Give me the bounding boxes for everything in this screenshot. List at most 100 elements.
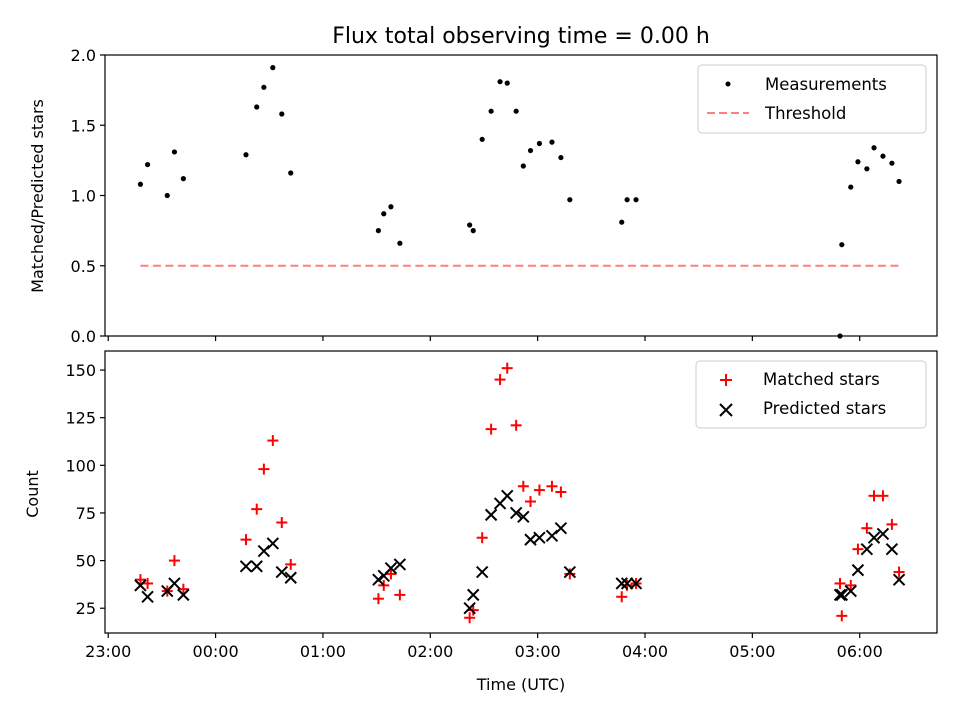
matched-star-point — [385, 568, 397, 580]
predicted-star-point — [509, 506, 523, 520]
legend-measurement-marker-icon — [725, 81, 731, 87]
predicted-star-point — [851, 563, 865, 577]
measurement-point — [397, 240, 403, 246]
predicted-star-point — [284, 571, 297, 584]
measurement-point — [558, 154, 564, 161]
matched-star-point — [564, 568, 576, 580]
measurement-point — [479, 136, 485, 142]
count-legend-box — [695, 360, 927, 429]
measurement-point — [855, 159, 861, 165]
matched-star-point — [168, 555, 180, 567]
measurement-point — [871, 145, 877, 151]
y-tick-label: 0.0 — [71, 327, 96, 346]
predicted-star-point — [168, 577, 181, 590]
matched-star-point — [893, 566, 905, 578]
predicted-star-point — [867, 531, 881, 544]
matched-star-point — [886, 518, 898, 530]
matched-star-point — [134, 574, 146, 586]
predicted-star-point — [266, 537, 280, 550]
x-tick-label: 01:00 — [300, 642, 346, 661]
measurement-point — [243, 152, 249, 158]
matched-star-point — [834, 577, 846, 589]
legend-label-predicted: Predicted stars — [763, 399, 886, 418]
count-plot-area — [134, 362, 906, 624]
ratio-legend-box — [697, 64, 927, 134]
x-tick-label: 03:00 — [515, 642, 561, 661]
matched-star-point — [394, 589, 406, 601]
predicted-star-point — [844, 584, 857, 598]
matched-star-point — [240, 534, 252, 546]
y-tick-label: 1.5 — [71, 116, 96, 135]
matched-star-point — [142, 577, 154, 589]
matched-star-point — [555, 486, 567, 498]
count-panel: 25 50 75 100 125 150 23:00 00:00 01:00 02:00 03:00… — [23, 350, 938, 694]
legend-label-matched: Matched stars — [763, 370, 880, 389]
x-tick-label: 00:00 — [193, 642, 239, 661]
predicted-star-point — [533, 531, 546, 544]
measurement-point — [527, 147, 534, 154]
predicted-star-point — [833, 588, 847, 602]
measurement-point — [488, 108, 494, 114]
predicted-star-point — [463, 602, 476, 615]
measurement-point — [144, 161, 151, 168]
measurement-point — [470, 228, 476, 234]
measurement-point — [889, 160, 895, 166]
x-tick-label: 02:00 — [407, 642, 453, 661]
y-tick-label: 150 — [65, 361, 96, 380]
predicted-star-point — [885, 542, 899, 556]
measurement-point — [375, 228, 381, 234]
ratio-y-axis-label: Matched/Predicted stars — [28, 99, 47, 293]
measurement-point — [567, 197, 573, 203]
predicted-star-point — [134, 579, 147, 592]
predicted-star-point — [384, 562, 398, 575]
measurement-point — [254, 104, 260, 110]
x-tick-label: 04:00 — [622, 642, 668, 661]
measurement-point — [880, 153, 886, 159]
x-tick-label: 05:00 — [729, 642, 775, 661]
y-tick-label: 50 — [76, 552, 96, 571]
predicted-star-point — [501, 489, 514, 503]
matched-star-point — [485, 423, 497, 435]
chart-title: Flux total observing time = 0.00 h — [332, 24, 710, 49]
measurement-point — [171, 149, 178, 155]
matched-star-point — [467, 604, 479, 616]
x-axis-label: Time (UTC) — [476, 675, 565, 694]
predicted-star-point — [860, 542, 874, 556]
measurement-point — [180, 176, 186, 182]
matched-star-point — [476, 532, 488, 544]
measurement-point — [279, 111, 285, 117]
predicted-star-point — [554, 521, 568, 535]
matched-star-point — [251, 503, 263, 515]
predicted-star-point — [615, 577, 628, 590]
predicted-star-point — [835, 588, 849, 602]
matched-star-point — [494, 374, 506, 386]
legend-matched-plus-icon — [720, 374, 732, 386]
predicted-star-point — [620, 577, 634, 590]
ratio-axis-ticks: 0.0 0.5 1.0 1.5 2.0 — [71, 46, 861, 346]
measurement-point — [839, 242, 845, 248]
predicted-star-point — [467, 588, 480, 602]
measurement-point — [520, 163, 526, 169]
y-tick-label: 25 — [76, 599, 96, 618]
measurement-point — [137, 181, 144, 187]
count-axes-frame — [104, 350, 938, 634]
measurement-point — [633, 197, 639, 203]
predicted-star-point — [177, 588, 190, 602]
matched-star-point — [616, 591, 628, 603]
y-tick-label: 125 — [65, 409, 96, 428]
predicted-star-point — [629, 577, 643, 590]
y-tick-label: 75 — [76, 504, 96, 523]
predicted-star-point — [892, 573, 906, 586]
predicted-star-point — [563, 565, 577, 579]
measurement-point — [261, 84, 267, 90]
measurement-point — [513, 108, 519, 114]
measurement-point — [536, 140, 543, 147]
matched-star-point — [524, 496, 536, 508]
matched-star-point — [877, 490, 889, 502]
legend-predicted-x-icon — [719, 403, 733, 417]
predicted-star-point — [250, 560, 263, 573]
matched-star-point — [372, 593, 384, 605]
x-tick-label: 06:00 — [837, 642, 883, 661]
matched-star-point — [378, 579, 390, 591]
